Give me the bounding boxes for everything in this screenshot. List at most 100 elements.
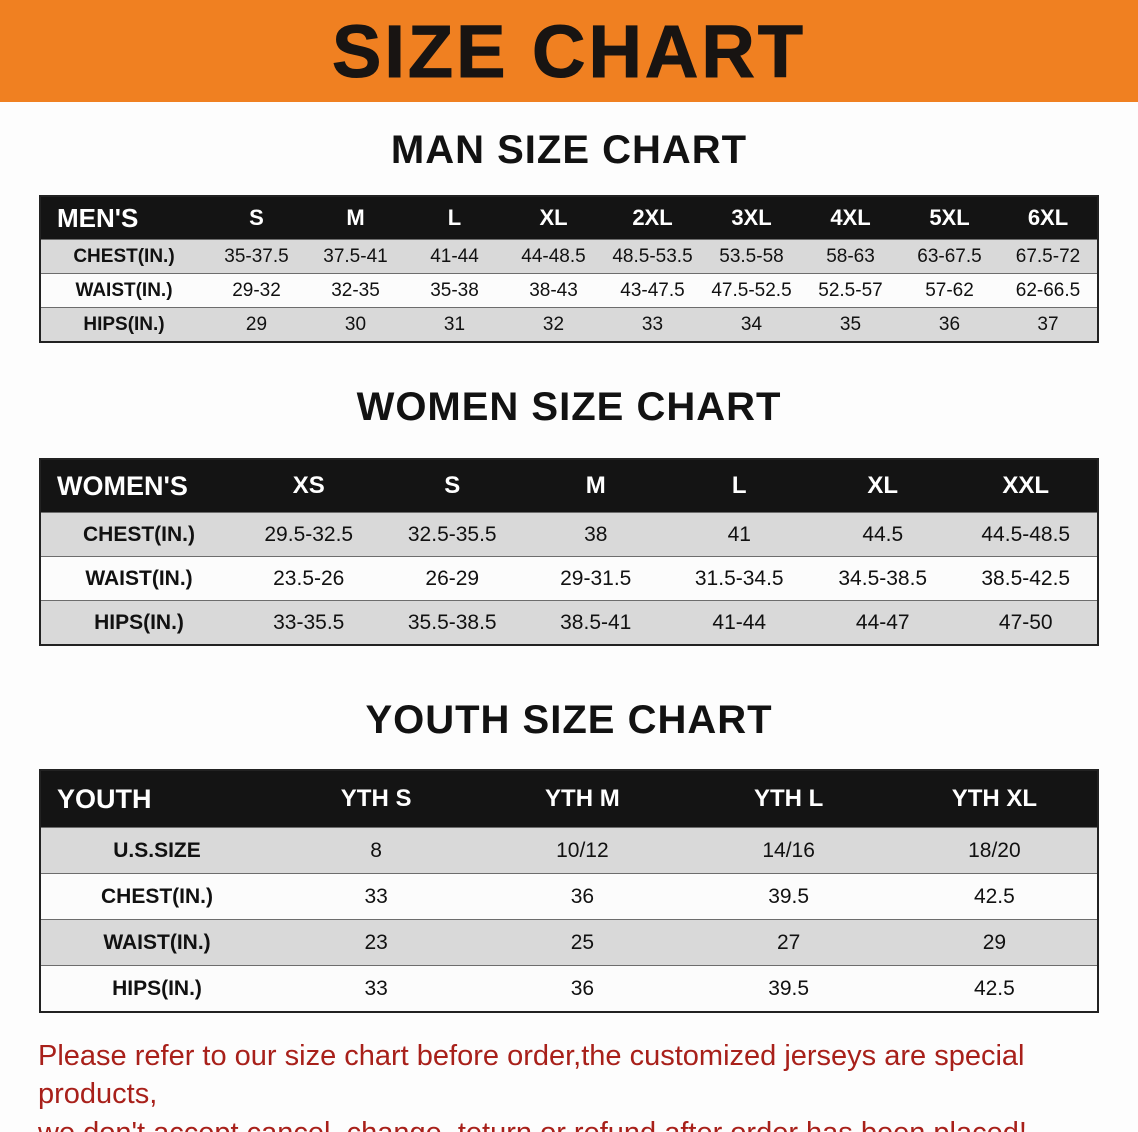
table-cell: 36 xyxy=(938,313,961,335)
table-cell: 47-50 xyxy=(998,610,1053,634)
table-row: CHEST(IN.) 35-37.5 37.5-41 41-44 44-48.5 48.5… xyxy=(40,239,1098,274)
size-header-cell: YTH XL xyxy=(891,770,1098,828)
table-cell: 26-29 xyxy=(425,566,480,590)
table-cell: 33 xyxy=(364,884,388,908)
table-cell: 44.5-48.5 xyxy=(981,522,1071,546)
table-cell: 41-44 xyxy=(712,610,767,634)
size-header-cell: M xyxy=(306,196,405,240)
table-cell: 42.5 xyxy=(973,976,1015,1000)
table-cell: 38.5-42.5 xyxy=(981,566,1071,590)
table-cell: 31 xyxy=(443,313,466,335)
table-row: U.S.SIZE 8 10/12 14/16 18/20 xyxy=(40,827,1098,874)
table-cell: 41 xyxy=(727,522,751,546)
table-row: HIPS(IN.) 33-35.5 35.5-38.5 38.5-41 41-44 44-… xyxy=(40,600,1098,645)
table-cell: 23.5-26 xyxy=(273,566,345,590)
table-cell: 32.5-35.5 xyxy=(407,522,497,546)
table-cell: 36 xyxy=(570,884,595,908)
size-header-cell: 4XL xyxy=(801,196,900,240)
row-label: HIPS(IN.) xyxy=(112,976,202,1000)
table-cell: 62-66.5 xyxy=(1015,279,1081,301)
size-header-cell: 5XL xyxy=(900,196,999,240)
table-cell: 29.5-32.5 xyxy=(264,522,354,546)
table-cell: 39.5 xyxy=(768,884,810,908)
size-header-cell: L xyxy=(667,459,811,513)
table-cell: 23 xyxy=(364,930,388,954)
men-section-heading: MAN SIZE CHART xyxy=(390,128,748,172)
size-header-cell: YTH L xyxy=(685,770,892,828)
table-cell: 67.5-72 xyxy=(1015,245,1081,267)
size-header-cell: S xyxy=(207,196,306,240)
size-header-cell: YTH M xyxy=(479,770,686,828)
table-row: WAIST(IN.) 23 25 27 29 xyxy=(40,919,1098,966)
table-cell: 63-67.5 xyxy=(917,245,982,267)
table-row: WAIST(IN.) 23.5-26 26-29 29-31.5 31.5-34.5 34… xyxy=(40,556,1098,601)
youth-size-table: YOUTH YTH S YTH M YTH L YTH XL U.S.SIZE 8 10/12… xyxy=(39,769,1099,1013)
men-size-table: MEN'S S M L XL 2XL 3XL 4XL 5XL 6XL CHEST(IN.) 35-37… xyxy=(39,195,1099,343)
women-size-section: WOMEN SIZE CHART WOMEN'S XS S M L XL XXL CHEST(… xyxy=(0,343,1138,646)
women-size-table: WOMEN'S XS S M L XL XXL CHEST(IN.) 29.5-32.5 32.5… xyxy=(39,458,1099,646)
table-title-cell: MEN'S xyxy=(40,196,207,240)
table-cell: 35.5-38.5 xyxy=(407,610,497,634)
table-row: CHEST(IN.) 33 36 39.5 42.5 xyxy=(40,873,1098,920)
men-size-section: MAN SIZE CHART MEN'S S M L XL 2XL 3XL 4XL 5XL 6XL… xyxy=(0,102,1138,343)
row-label: CHEST(IN.) xyxy=(73,245,175,267)
table-cell: 41-44 xyxy=(430,245,479,267)
youth-size-section: YOUTH SIZE CHART YOUTH YTH S YTH M YTH L YTH… xyxy=(0,646,1138,1013)
table-cell: 8 xyxy=(370,838,382,862)
table-cell: 58-63 xyxy=(826,245,875,267)
row-label: HIPS(IN.) xyxy=(94,610,184,634)
size-header-cell: XL xyxy=(811,459,955,513)
header-row: MEN'S S M L XL 2XL 3XL 4XL 5XL 6XL xyxy=(40,196,1098,240)
table-cell: 32-35 xyxy=(331,279,380,301)
table-row: HIPS(IN.) 29 30 31 32 33 34 35 36 37 xyxy=(40,307,1098,342)
banner: SIZE CHART xyxy=(0,0,1138,102)
table-cell: 35-37.5 xyxy=(224,245,289,267)
table-cell: 37.5-41 xyxy=(323,245,388,267)
table-cell: 29 xyxy=(982,930,1007,954)
table-row: CHEST(IN.) 29.5-32.5 32.5-35.5 38 41 44.5 44.5… xyxy=(40,512,1098,557)
table-cell: 29-31.5 xyxy=(560,566,632,590)
row-label: WAIST(IN.) xyxy=(103,930,211,954)
table-cell: 14/16 xyxy=(762,838,815,862)
table-cell: 34 xyxy=(740,313,763,335)
row-label: WAIST(IN.) xyxy=(85,566,193,590)
table-cell: 10/12 xyxy=(556,838,609,862)
table-cell: 31.5-34.5 xyxy=(694,566,784,590)
table-cell: 38-43 xyxy=(529,279,578,301)
table-cell: 30 xyxy=(344,313,367,335)
size-header-cell: YTH S xyxy=(273,770,480,828)
table-cell: 53.5-58 xyxy=(719,245,784,267)
table-cell: 29 xyxy=(245,313,268,335)
table-row: WAIST(IN.) 29-32 32-35 35-38 38-43 43-47.5 47.… xyxy=(40,273,1098,308)
size-header-cell: 2XL xyxy=(603,196,702,240)
header-row: WOMEN'S XS S M L XL XXL xyxy=(40,459,1098,513)
table-cell: 44-48.5 xyxy=(521,245,586,267)
table-cell: 34.5-38.5 xyxy=(838,566,928,590)
table-cell: 32 xyxy=(542,313,565,335)
table-cell: 38.5-41 xyxy=(560,610,632,634)
size-header-cell: XL xyxy=(504,196,603,240)
table-cell: 27 xyxy=(776,930,801,954)
women-section-heading: WOMEN SIZE CHART xyxy=(356,385,782,429)
table-cell: 33 xyxy=(364,976,388,1000)
table-cell: 57-62 xyxy=(925,279,974,301)
row-label: CHEST(IN.) xyxy=(101,884,213,908)
table-cell: 43-47.5 xyxy=(620,279,685,301)
table-cell: 25 xyxy=(570,930,595,954)
size-header-cell: L xyxy=(405,196,504,240)
table-cell: 39.5 xyxy=(768,976,810,1000)
table-cell: 42.5 xyxy=(973,884,1015,908)
disclaimer: Please refer to our size chart before or… xyxy=(0,1037,1138,1132)
row-label: HIPS(IN.) xyxy=(83,313,165,335)
table-cell: 52.5-57 xyxy=(818,279,883,301)
row-label: WAIST(IN.) xyxy=(75,279,173,301)
disclaimer-line-2: we don't accept cancel, change, teturn o… xyxy=(38,1114,1100,1132)
table-cell: 33 xyxy=(641,313,664,335)
size-header-cell: 3XL xyxy=(702,196,801,240)
size-header-cell: M xyxy=(524,459,668,513)
youth-section-heading: YOUTH SIZE CHART xyxy=(365,698,773,742)
size-header-cell: XXL xyxy=(954,459,1098,513)
size-header-cell: 6XL xyxy=(999,196,1098,240)
table-cell: 44-47 xyxy=(855,610,910,634)
table-cell: 18/20 xyxy=(968,838,1021,862)
